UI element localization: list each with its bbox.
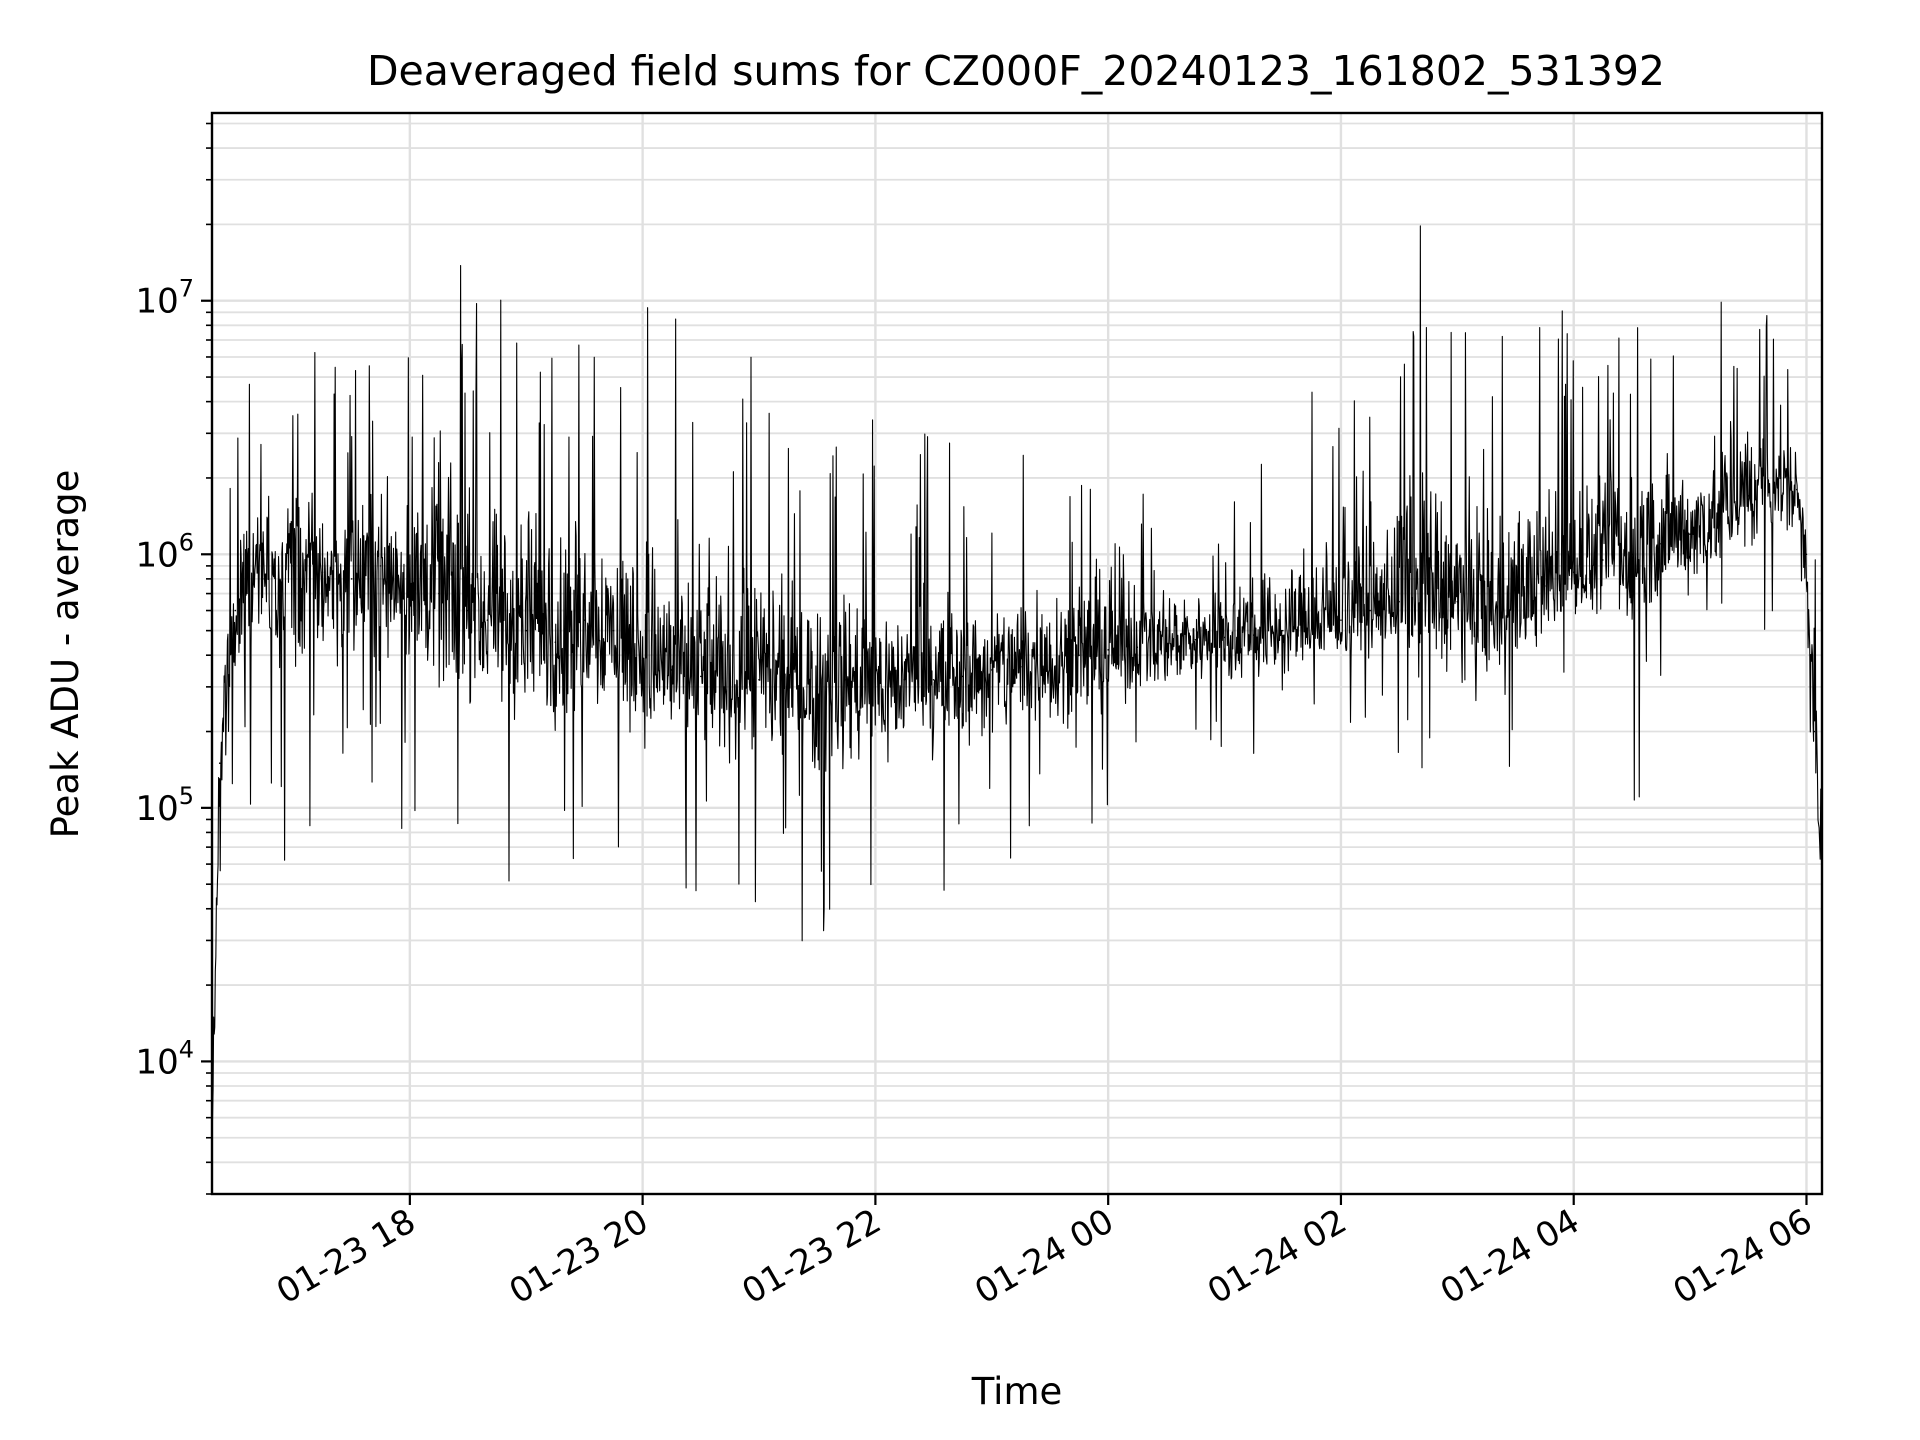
data-point [990, 669, 993, 671]
data-point [641, 660, 644, 662]
data-point [1543, 585, 1546, 587]
data-point [1311, 625, 1313, 628]
data-point [292, 565, 295, 567]
y-axis-label: Peak ADU - average [44, 470, 87, 839]
data-point [932, 678, 935, 681]
data-point [1795, 488, 1798, 491]
data-point [670, 669, 673, 671]
data-point [321, 571, 324, 573]
data-point [1340, 619, 1342, 621]
y-axis: 104 105 106 107 [135, 122, 212, 1195]
y-tick-label: 107 [135, 275, 194, 322]
data-point [554, 641, 557, 644]
plot-frame [210, 111, 1824, 1196]
data-point [379, 565, 382, 567]
data-point [1689, 533, 1691, 536]
data-point [1747, 495, 1750, 497]
data-point [525, 629, 528, 632]
data-point [1456, 600, 1459, 603]
data-point [961, 675, 964, 678]
data-point [1136, 646, 1139, 649]
y-tick-label: 105 [135, 782, 194, 829]
data-point [700, 675, 702, 678]
data-point [438, 592, 440, 595]
y-tick-label: 106 [135, 528, 194, 575]
series-line [211, 225, 1823, 1139]
data-point [1602, 559, 1604, 561]
data-point [583, 619, 586, 621]
data-point [612, 629, 615, 632]
data-point [486, 619, 489, 621]
x-axis-label: Time [971, 1370, 1063, 1413]
data-point [1718, 516, 1720, 519]
data-point [1485, 619, 1488, 621]
data-point [1281, 629, 1284, 632]
data-point [1660, 542, 1662, 545]
data-point [1194, 639, 1197, 641]
data-point [1020, 665, 1022, 668]
data-point [1514, 600, 1517, 603]
data-point [263, 578, 266, 580]
data-point [758, 678, 760, 681]
data-point [467, 609, 469, 612]
data-point [845, 678, 848, 681]
data-point [1223, 636, 1226, 639]
data-point [1776, 477, 1779, 479]
data-point [1813, 730, 1816, 733]
data-point [218, 762, 221, 765]
data-point [234, 609, 237, 612]
chart-title: Deaveraged field sums for CZ000F_2024012… [367, 47, 1665, 95]
data-point [350, 578, 353, 580]
y-tick-label: 104 [135, 1035, 194, 1082]
data-point [1805, 553, 1808, 556]
data-point [729, 675, 731, 678]
data-point [1078, 654, 1080, 656]
series-layer [211, 225, 1823, 1139]
data-point [787, 682, 789, 685]
data-point [816, 686, 819, 688]
data-point [1252, 634, 1255, 636]
data-point [1369, 609, 1371, 612]
data-point [1398, 600, 1400, 603]
data-point [903, 678, 906, 681]
data-point [874, 686, 877, 688]
data-point [1427, 592, 1430, 595]
data-point [1107, 649, 1109, 651]
data-point [409, 578, 411, 580]
data-point [1049, 660, 1051, 662]
data-point [1631, 553, 1633, 556]
data-point [1165, 641, 1168, 644]
data-point [1572, 571, 1575, 573]
